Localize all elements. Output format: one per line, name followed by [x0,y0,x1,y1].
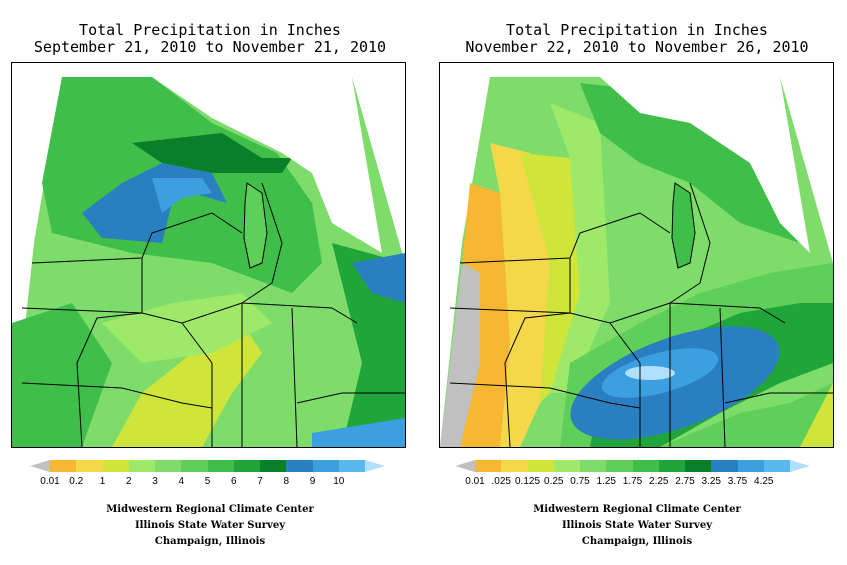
legend-swatch [312,460,339,472]
legend-tick-label: 2.25 [649,476,669,487]
legend-tick-label: 1.75 [622,476,643,487]
map-date-range: November 22, 2010 to November 26, 2010 [465,38,809,56]
legend-swatch [737,460,764,472]
precip-zone-blue-se [352,253,405,303]
legend-swatch [155,460,182,472]
credit-line: Midwestern Regional Climate Center [106,504,314,515]
legend-swatch [128,460,155,472]
precip-zone-light-green [102,293,272,363]
map-graphic [12,63,405,447]
legend-swatch [553,460,580,472]
legend-tick-label: 0.01 [40,476,60,487]
legend-over-arrow [365,460,385,472]
legend-swatch [685,460,712,472]
lake-michigan [671,182,696,269]
precipitation-map [11,62,406,448]
precip-zone-south-yellow [800,383,833,447]
legend-tick-label: .025 [491,476,511,487]
legend-tick-label: 3.25 [701,476,721,487]
legend-over-arrow [790,460,810,472]
canada-area [600,77,810,253]
precip-zone-north-green [580,83,800,243]
legend-tick-label: 3 [152,476,158,487]
legend-swatch [102,460,129,472]
precip-zone-light-blue [152,178,212,213]
credit-line: Midwestern Regional Climate Center [533,504,741,515]
legend-tick-label: 0.125 [514,476,541,487]
legend-tick-label: 10 [333,476,345,487]
map-title: Total Precipitation in Inches [506,21,768,39]
lake-michigan [243,182,268,269]
legend-tick-label: 2 [125,476,132,487]
legend-swatch [711,460,738,472]
legend-swatch [580,460,607,472]
legend-tick-label: 9 [309,476,316,487]
precip-zone-yellow [490,143,550,447]
legend-swatch [527,460,554,472]
legend-swatch [260,460,287,472]
legend-tick-label: 7 [257,476,263,487]
legend-tick-label: 0.75 [570,476,590,487]
map-graphic [440,63,833,447]
precip-zone-very-dark-green [132,133,292,173]
legend-swatch [501,460,528,472]
precip-zone-pale-blue [625,366,675,380]
precip-zone-light-green [550,103,610,393]
map-panel-left: Total Precipitation in Inches September … [0,0,420,565]
legend-swatch [181,460,208,472]
precip-zone-blue-south [312,418,405,447]
legend-swatch [207,460,234,472]
precip-zone-south-green [660,383,833,447]
legend-tick-label: 8 [283,476,290,487]
precip-zone-dark-green-sw [12,303,112,447]
legend-tick-label: 0.2 [69,476,84,487]
legend-swatch [475,460,502,472]
legend-tick-label: 0.25 [544,476,564,487]
legend-tick-label: 1.25 [596,476,616,487]
precip-zone-orange [460,183,510,447]
legend-under-arrow [30,460,50,472]
canada-area [152,77,382,253]
legend-swatch [632,460,659,472]
legend-tick-label: 4 [178,476,185,487]
precip-zone-yellow-green [520,153,580,403]
map-panel-right: Total Precipitation in Inches November 2… [427,0,847,565]
credit-line: Champaign, Illinois [581,536,693,547]
credit-line: Illinois State Water Survey [561,520,713,531]
legend-tick-label: 4.25 [754,476,774,487]
legend-swatch [50,460,77,472]
legend-tick-label: 2.75 [675,476,695,487]
legend-swatch [338,460,365,472]
map-date-range: September 21, 2010 to November 21, 2010 [33,38,387,56]
legend-under-arrow [455,460,475,472]
credit-line: Champaign, Illinois [154,536,266,547]
legend-tick-label: 6 [230,476,237,487]
legend-swatch [763,460,790,472]
credit-line: Illinois State Water Survey [134,520,286,531]
map-title: Total Precipitation in Inches [79,21,341,39]
legend-swatch [658,460,685,472]
precip-zone-yellow [112,323,262,447]
legend-swatch [233,460,260,472]
legend-tick-label: 0.01 [465,476,485,487]
legend-swatch [286,460,313,472]
legend-swatch [606,460,633,472]
legend-tick-label: 1 [99,476,106,487]
legend-tick-label: 5 [204,476,211,487]
precipitation-map [439,62,834,448]
legend-tick-label: 3.75 [727,476,748,487]
legend-swatch [76,460,103,472]
